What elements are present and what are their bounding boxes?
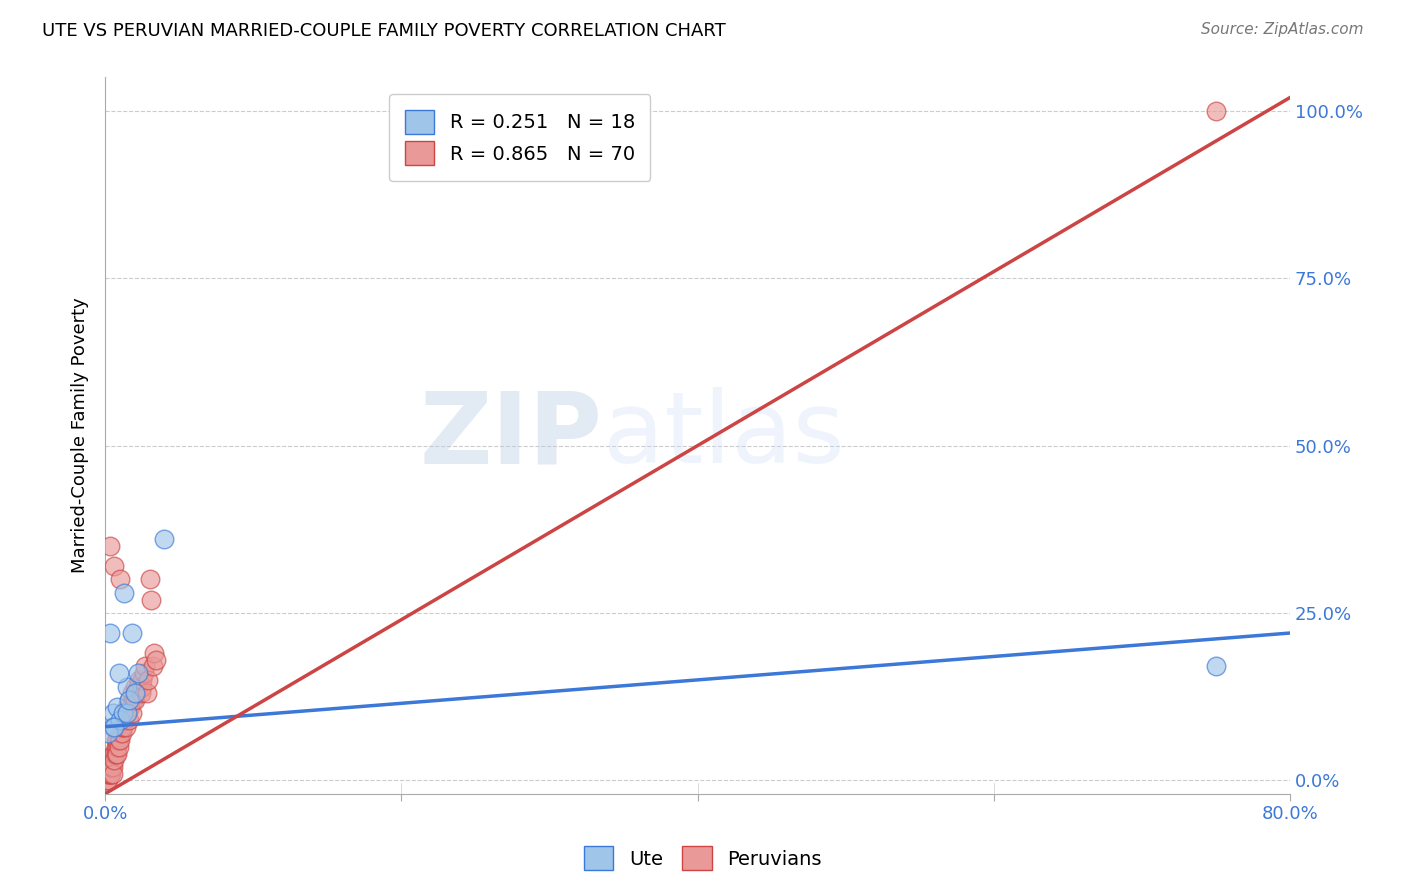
Point [104,739,127,754]
Point [107,733,129,747]
Point [104,747,127,761]
Point [131,680,153,694]
Point [121,626,143,640]
Point [101,753,124,767]
Point [153,533,176,547]
Point [131,673,153,687]
Point [111,713,134,727]
Point [96,773,118,788]
Point [101,747,124,761]
Point [121,706,143,721]
Point [101,766,124,780]
Point [114,713,136,727]
Point [108,573,131,587]
Point [103,720,125,734]
Point [100,760,122,774]
Point [142,659,165,673]
Point [97,760,120,774]
Point [124,680,146,694]
Point [115,720,138,734]
Point [111,720,134,734]
Point [101,760,124,774]
Point [143,646,166,660]
Text: ZIP: ZIP [420,387,603,484]
Point [111,706,134,721]
Point [98,766,121,780]
Point [96,773,118,788]
Point [98,626,121,640]
Point [129,686,152,700]
Point [128,673,150,687]
Point [103,747,125,761]
Point [114,586,136,600]
Point [105,739,128,754]
Point [117,706,139,721]
Point [97,726,120,740]
Point [134,659,156,673]
Point [100,760,122,774]
Point [124,693,146,707]
Y-axis label: Married-Couple Family Poverty: Married-Couple Family Poverty [72,298,89,574]
Point [103,753,125,767]
Point [117,680,139,694]
Point [97,766,120,780]
Point [98,760,121,774]
Point [104,733,127,747]
Point [138,573,160,587]
Point [96,766,118,780]
Text: UTE VS PERUVIAN MARRIED-COUPLE FAMILY POVERTY CORRELATION CHART: UTE VS PERUVIAN MARRIED-COUPLE FAMILY PO… [42,22,725,40]
Point [132,666,155,681]
Point [108,713,131,727]
Point [110,720,132,734]
Point [98,753,121,767]
Point [98,766,121,780]
Point [135,686,157,700]
Point [136,673,159,687]
Point [103,559,125,574]
Point [100,766,122,780]
Point [98,539,121,553]
Point [127,680,149,694]
Point [97,773,120,788]
Point [97,766,120,780]
Point [107,739,129,754]
Point [1205,659,1227,673]
Point [117,706,139,721]
Point [117,699,139,714]
Point [1205,103,1227,118]
Point [139,592,162,607]
Legend: Ute, Peruvians: Ute, Peruvians [576,838,830,878]
Point [118,693,141,707]
Point [121,686,143,700]
Point [127,666,149,681]
Point [115,706,138,721]
Point [96,766,118,780]
Point [96,760,118,774]
Point [118,693,141,707]
Point [145,653,167,667]
Point [125,686,148,700]
Point [110,726,132,740]
Point [105,733,128,747]
Point [101,706,124,721]
Text: Source: ZipAtlas.com: Source: ZipAtlas.com [1201,22,1364,37]
Legend: R = 0.251   N = 18, R = 0.865   N = 70: R = 0.251 N = 18, R = 0.865 N = 70 [389,95,651,181]
Point [108,726,131,740]
Point [120,699,142,714]
Text: atlas: atlas [603,387,845,484]
Point [122,693,145,707]
Point [118,713,141,727]
Point [105,747,128,761]
Point [124,686,146,700]
Point [108,733,131,747]
Point [105,699,128,714]
Point [107,666,129,681]
Point [100,753,122,767]
Point [101,720,124,734]
Point [97,760,120,774]
